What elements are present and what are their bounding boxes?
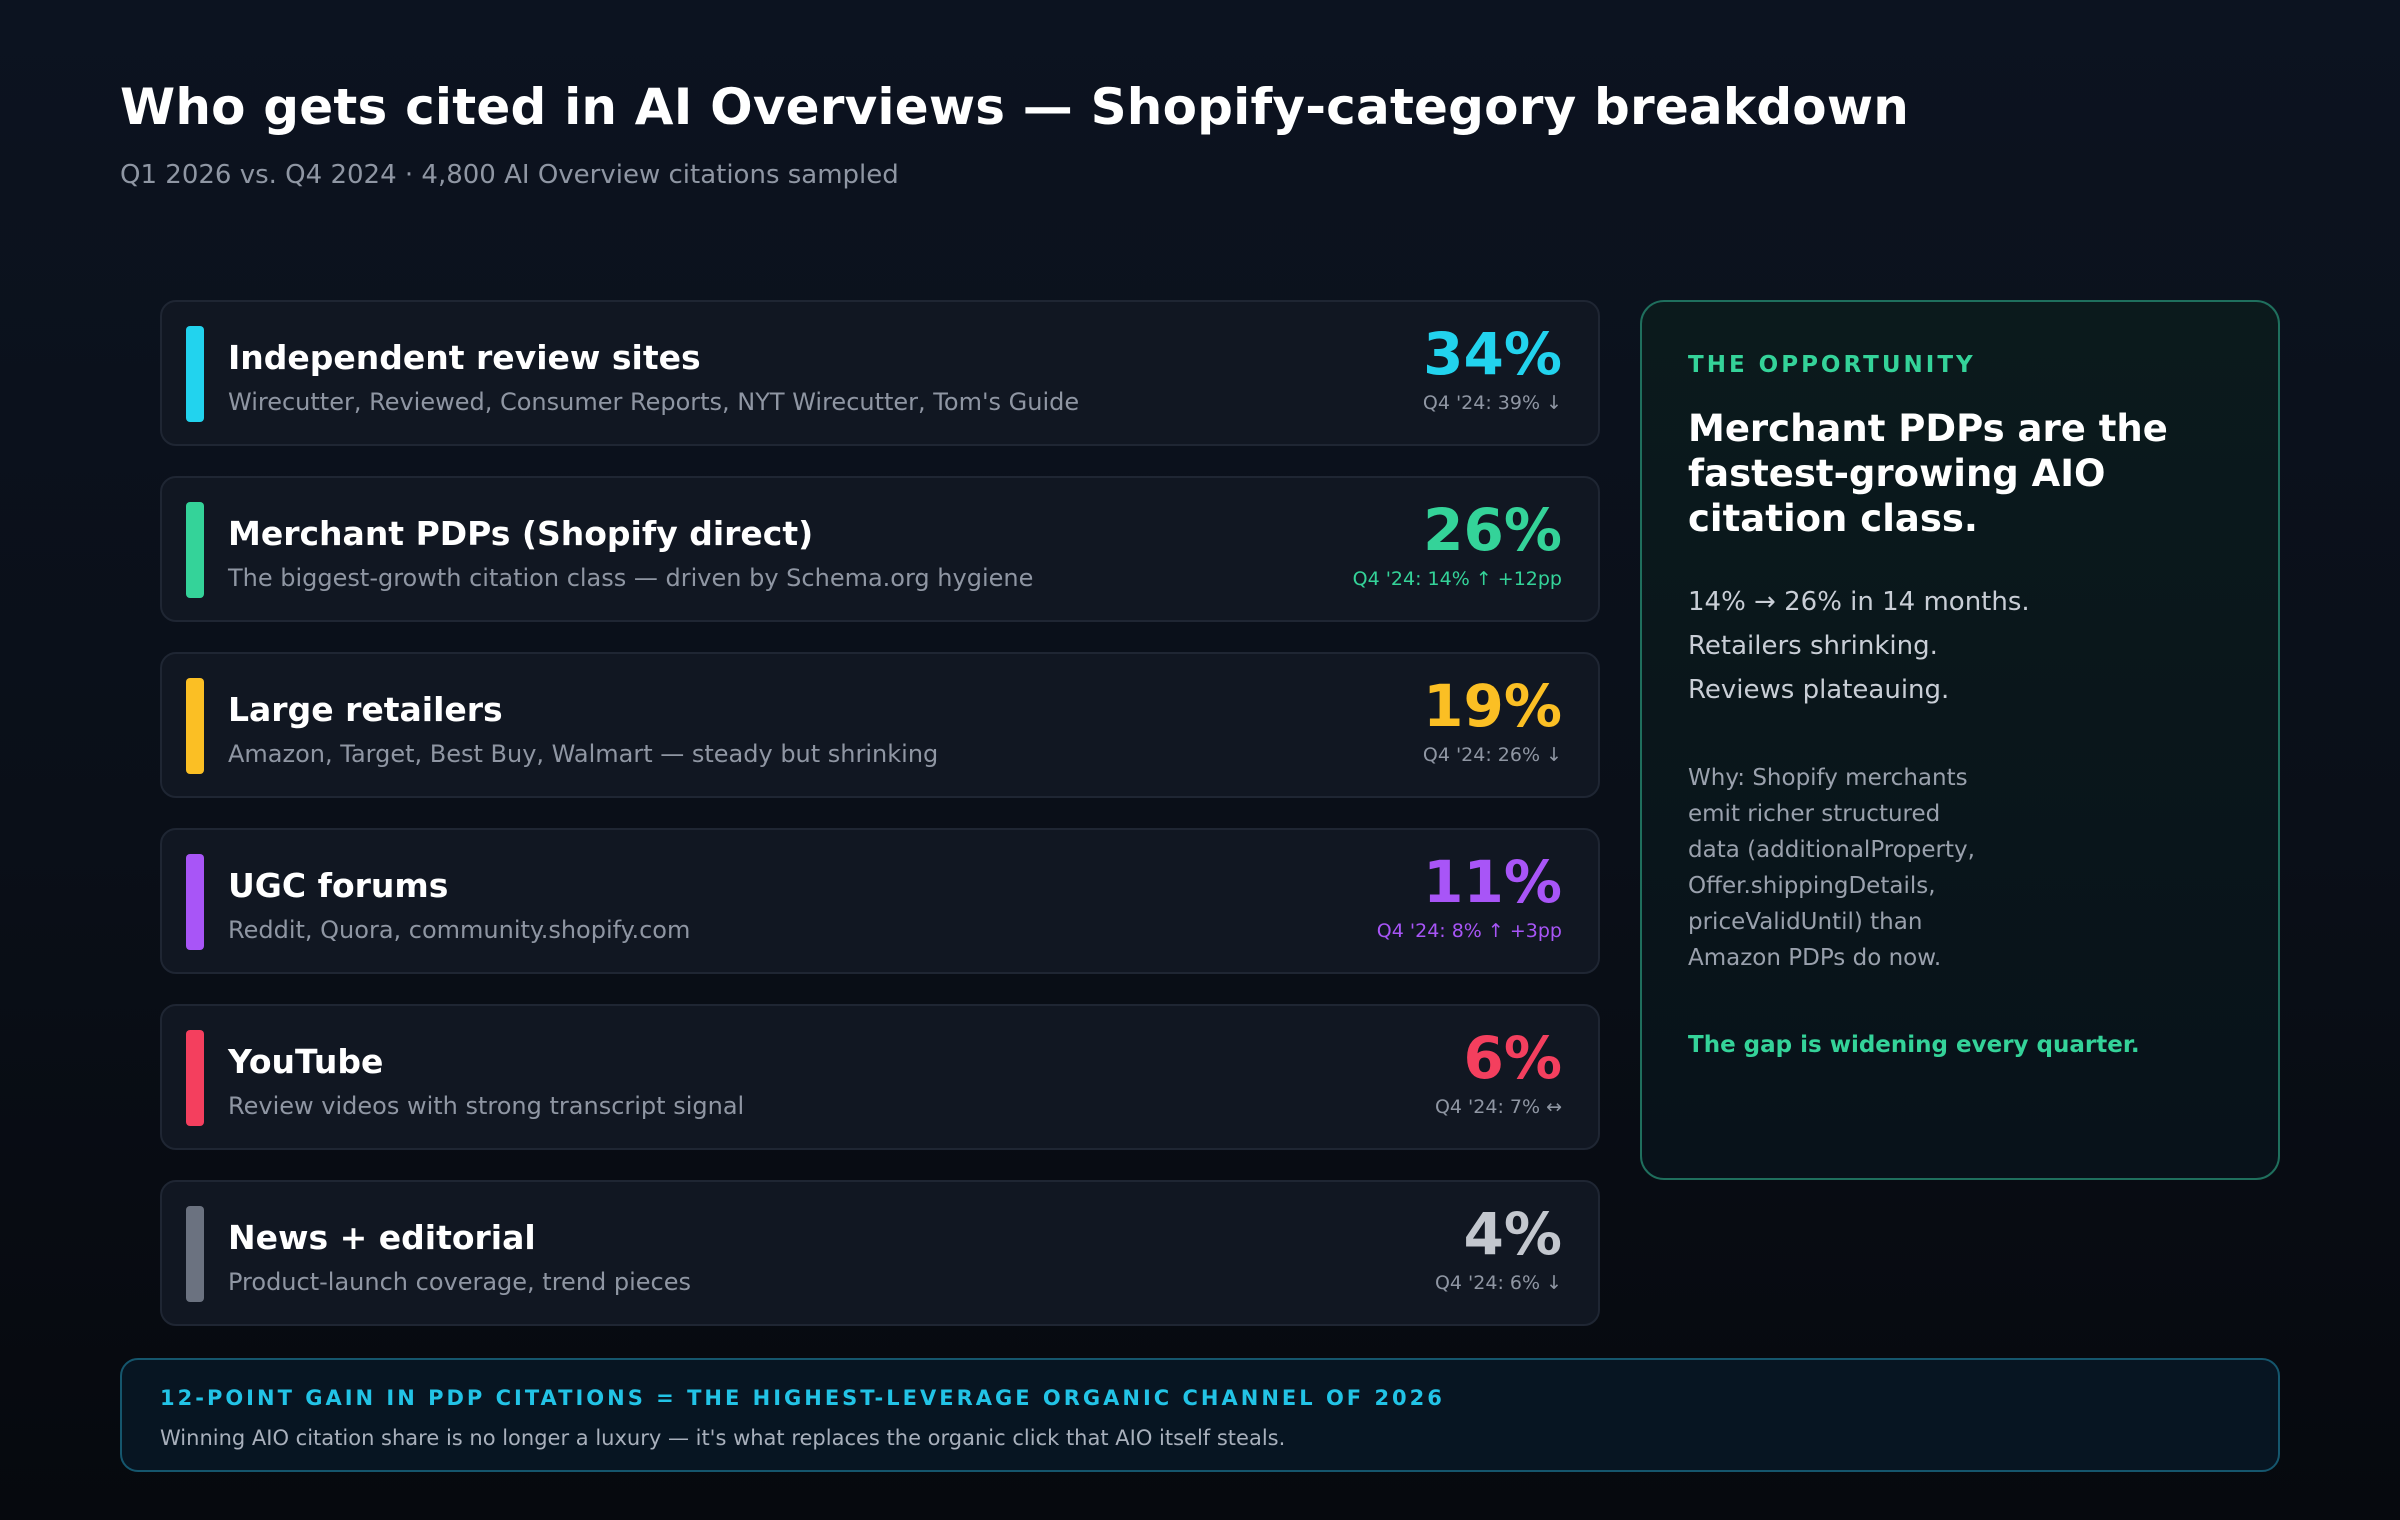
category-row: YouTube Review videos with strong transc… <box>160 1004 1600 1150</box>
category-row: UGC forums Reddit, Quora, community.shop… <box>160 828 1600 974</box>
category-previous-share: Q4 '24: 8% ↑ +3pp <box>1376 920 1562 942</box>
category-row: Large retailers Amazon, Target, Best Buy… <box>160 652 1600 798</box>
category-share: 11% <box>1423 848 1562 916</box>
category-description: Amazon, Target, Best Buy, Walmart — stea… <box>228 740 939 768</box>
why-line: Why: Shopify merchants <box>1688 765 1968 791</box>
category-previous-share: Q4 '24: 6% ↓ <box>1434 1272 1562 1294</box>
category-description: Reddit, Quora, community.shopify.com <box>228 916 691 944</box>
opportunity-panel: THE OPPORTUNITY Merchant PDPs are the fa… <box>1640 300 2280 1180</box>
category-name: YouTube <box>228 1042 384 1081</box>
category-previous-share: Q4 '24: 26% ↓ <box>1422 744 1562 766</box>
category-previous-share: Q4 '24: 39% ↓ <box>1422 392 1562 414</box>
category-row: Independent review sites Wirecutter, Rev… <box>160 300 1600 446</box>
category-description: Wirecutter, Reviewed, Consumer Reports, … <box>228 388 1080 416</box>
stat-line: 14% → 26% in 14 months. <box>1688 587 2030 617</box>
stat-line: Reviews plateauing. <box>1688 675 1950 705</box>
category-color-bar <box>186 502 204 598</box>
banner-text: Winning AIO citation share is no longer … <box>160 1426 1286 1450</box>
page-subtitle: Q1 2026 vs. Q4 2024 · 4,800 AI Overview … <box>120 160 899 190</box>
category-description: Product-launch coverage, trend pieces <box>228 1268 692 1296</box>
category-name: Merchant PDPs (Shopify direct) <box>228 514 814 553</box>
headline-line: fastest-growing AIO <box>1688 452 2106 495</box>
why-line: data (additionalProperty, <box>1688 837 1975 863</box>
banner-headline: 12-POINT GAIN IN PDP CITATIONS = THE HIG… <box>160 1386 1445 1410</box>
category-previous-share: Q4 '24: 7% ↔ <box>1434 1096 1562 1118</box>
category-name: News + editorial <box>228 1218 536 1257</box>
category-name: Independent review sites <box>228 338 701 377</box>
category-previous-share: Q4 '24: 14% ↑ +12pp <box>1352 568 1562 590</box>
page-title: Who gets cited in AI Overviews — Shopify… <box>120 78 1910 136</box>
category-share: 34% <box>1423 320 1562 388</box>
opportunity-kicker: THE OPPORTUNITY <box>1688 352 1976 378</box>
category-description: Review videos with strong transcript sig… <box>228 1092 745 1120</box>
opportunity-headline: Merchant PDPs are the fastest-growing AI… <box>1688 406 2248 541</box>
category-name: UGC forums <box>228 866 449 905</box>
opportunity-stats: 14% → 26% in 14 months. Retailers shrink… <box>1688 580 2248 712</box>
category-color-bar <box>186 854 204 950</box>
headline-line: Merchant PDPs are the <box>1688 407 2168 450</box>
why-line: priceValidUntil) than <box>1688 909 1923 935</box>
category-share: 19% <box>1423 672 1562 740</box>
why-line: Offer.shippingDetails, <box>1688 873 1936 899</box>
category-color-bar <box>186 326 204 422</box>
headline-line: citation class. <box>1688 497 1978 540</box>
category-name: Large retailers <box>228 690 503 729</box>
category-share: 6% <box>1463 1024 1562 1092</box>
category-color-bar <box>186 1206 204 1302</box>
category-share: 26% <box>1423 496 1562 564</box>
category-color-bar <box>186 1030 204 1126</box>
category-description: The biggest-growth citation class — driv… <box>228 564 1034 592</box>
takeaway-banner: 12-POINT GAIN IN PDP CITATIONS = THE HIG… <box>120 1358 2280 1472</box>
category-share: 4% <box>1463 1200 1562 1268</box>
opportunity-callout: The gap is widening every quarter. <box>1688 1032 2140 1058</box>
category-row: Merchant PDPs (Shopify direct) The bigge… <box>160 476 1600 622</box>
category-list: Independent review sites Wirecutter, Rev… <box>160 300 1600 1356</box>
why-line: Amazon PDPs do now. <box>1688 945 1942 971</box>
why-line: emit richer structured <box>1688 801 1941 827</box>
opportunity-explanation: Why: Shopify merchants emit richer struc… <box>1688 760 2018 976</box>
stat-line: Retailers shrinking. <box>1688 631 1938 661</box>
category-color-bar <box>186 678 204 774</box>
category-row: News + editorial Product-launch coverage… <box>160 1180 1600 1326</box>
